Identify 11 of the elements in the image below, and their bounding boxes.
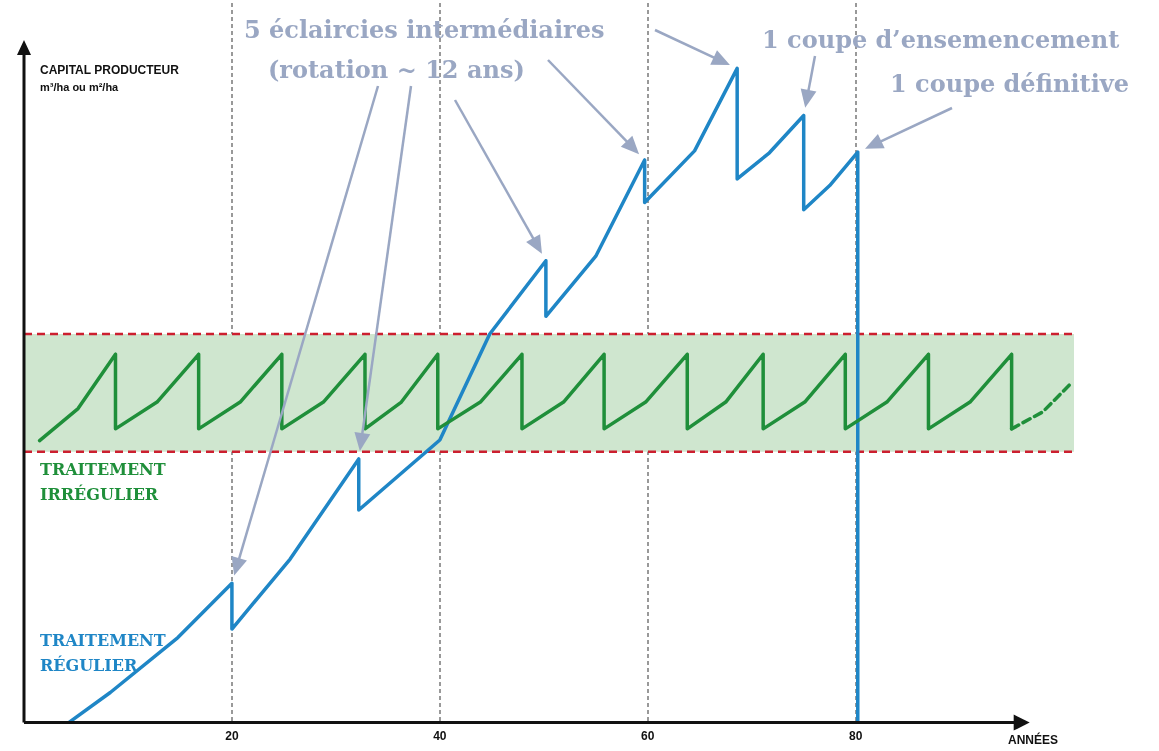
x-tick-label: 20 [225, 729, 239, 744]
series-label: TRAITEMENT RÉGULIER [40, 630, 166, 677]
annotation: 1 coupe définitive [890, 68, 1130, 100]
x-axis-title: ANNÉES [1008, 733, 1059, 747]
x-tick-label: 40 [433, 729, 447, 744]
x-tick-label: 80 [849, 729, 863, 744]
y-axis-title: CAPITAL PRODUCTEUR m³/ha ou m²/ha [40, 62, 179, 95]
annotation: 5 éclaircies intermédiaires (rotation ~ 12 ans) [244, 14, 606, 86]
text: 1 coupe d’ensemencement [762, 24, 1120, 56]
x-tick-label: 60 [641, 729, 655, 744]
series-label: TRAITEMENT IRRÉGULIER [40, 459, 166, 506]
